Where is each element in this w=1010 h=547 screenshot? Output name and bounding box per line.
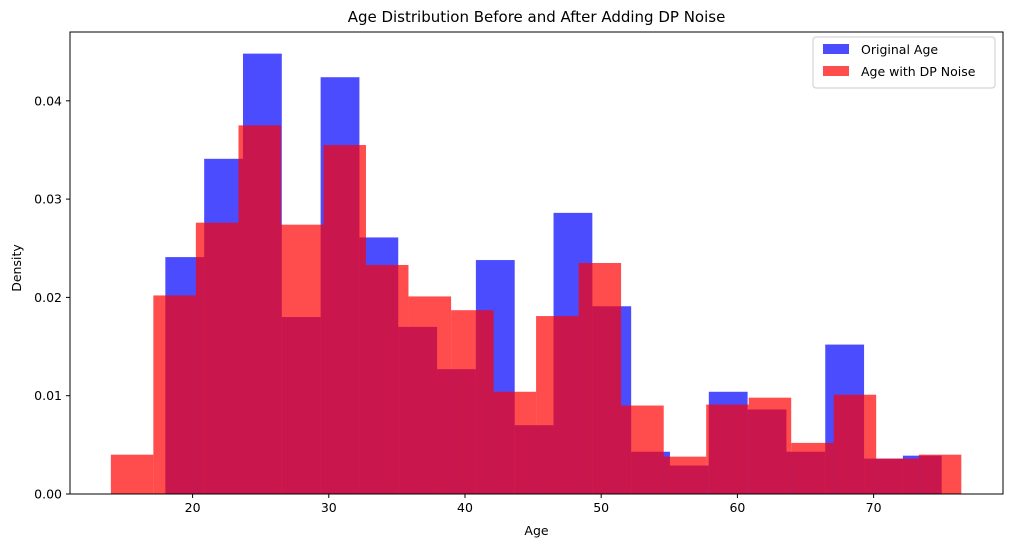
y-tick-label: 0.04 (34, 93, 62, 108)
bar-dp-noise-10 (536, 316, 579, 494)
legend: Original Age Age with DP Noise (812, 36, 996, 89)
x-axis-ticks: 20 30 40 50 60 70 (185, 494, 882, 515)
bar-dp-noise-3 (238, 125, 281, 494)
bar-dp-noise-5 (323, 145, 366, 495)
bar-dp-noise-15 (748, 397, 792, 494)
x-tick-label: 30 (321, 500, 337, 515)
legend-label-original-age: Original Age (861, 42, 938, 57)
bar-dp-noise-18 (876, 458, 919, 494)
x-tick-label: 60 (729, 500, 745, 515)
bar-dp-noise-9 (493, 391, 537, 494)
x-tick-label: 40 (457, 500, 473, 515)
y-tick-label: 0.03 (34, 192, 62, 207)
x-tick-label: 50 (593, 500, 609, 515)
legend-swatch-original-age (823, 44, 849, 54)
bar-dp-noise-0 (110, 454, 154, 494)
bar-dp-noise-17 (833, 394, 877, 494)
y-tick-label: 0.00 (34, 487, 62, 502)
y-tick-label: 0.01 (34, 388, 62, 403)
legend-label-dp-noise: Age with DP Noise (861, 64, 976, 79)
bar-dp-noise-14 (706, 404, 749, 494)
series-dp-noise-bars (110, 125, 962, 495)
x-axis-label: Age (524, 523, 548, 538)
x-tick-label: 20 (185, 500, 201, 515)
bar-dp-noise-19 (918, 454, 962, 494)
bar-dp-noise-16 (791, 442, 834, 494)
plot-area-frame (69, 31, 1004, 495)
bar-dp-noise-4 (280, 224, 324, 495)
bar-dp-noise-8 (451, 310, 494, 494)
legend-frame (812, 36, 996, 89)
bar-dp-noise-2 (195, 222, 239, 494)
chart-title: Age Distribution Before and After Adding… (348, 8, 726, 26)
bar-dp-noise-12 (621, 405, 664, 494)
bar-dp-noise-13 (663, 456, 707, 494)
legend-swatch-dp-noise (823, 66, 849, 76)
y-axis-ticks: 0.00 0.01 0.02 0.03 0.04 (34, 93, 70, 502)
bar-dp-noise-6 (365, 264, 409, 494)
bar-dp-noise-7 (408, 296, 452, 494)
x-tick-label: 70 (866, 500, 882, 515)
y-tick-label: 0.02 (34, 290, 62, 305)
bar-dp-noise-11 (578, 263, 622, 494)
y-axis-label: Density (9, 244, 24, 292)
bar-dp-noise-1 (153, 295, 196, 494)
